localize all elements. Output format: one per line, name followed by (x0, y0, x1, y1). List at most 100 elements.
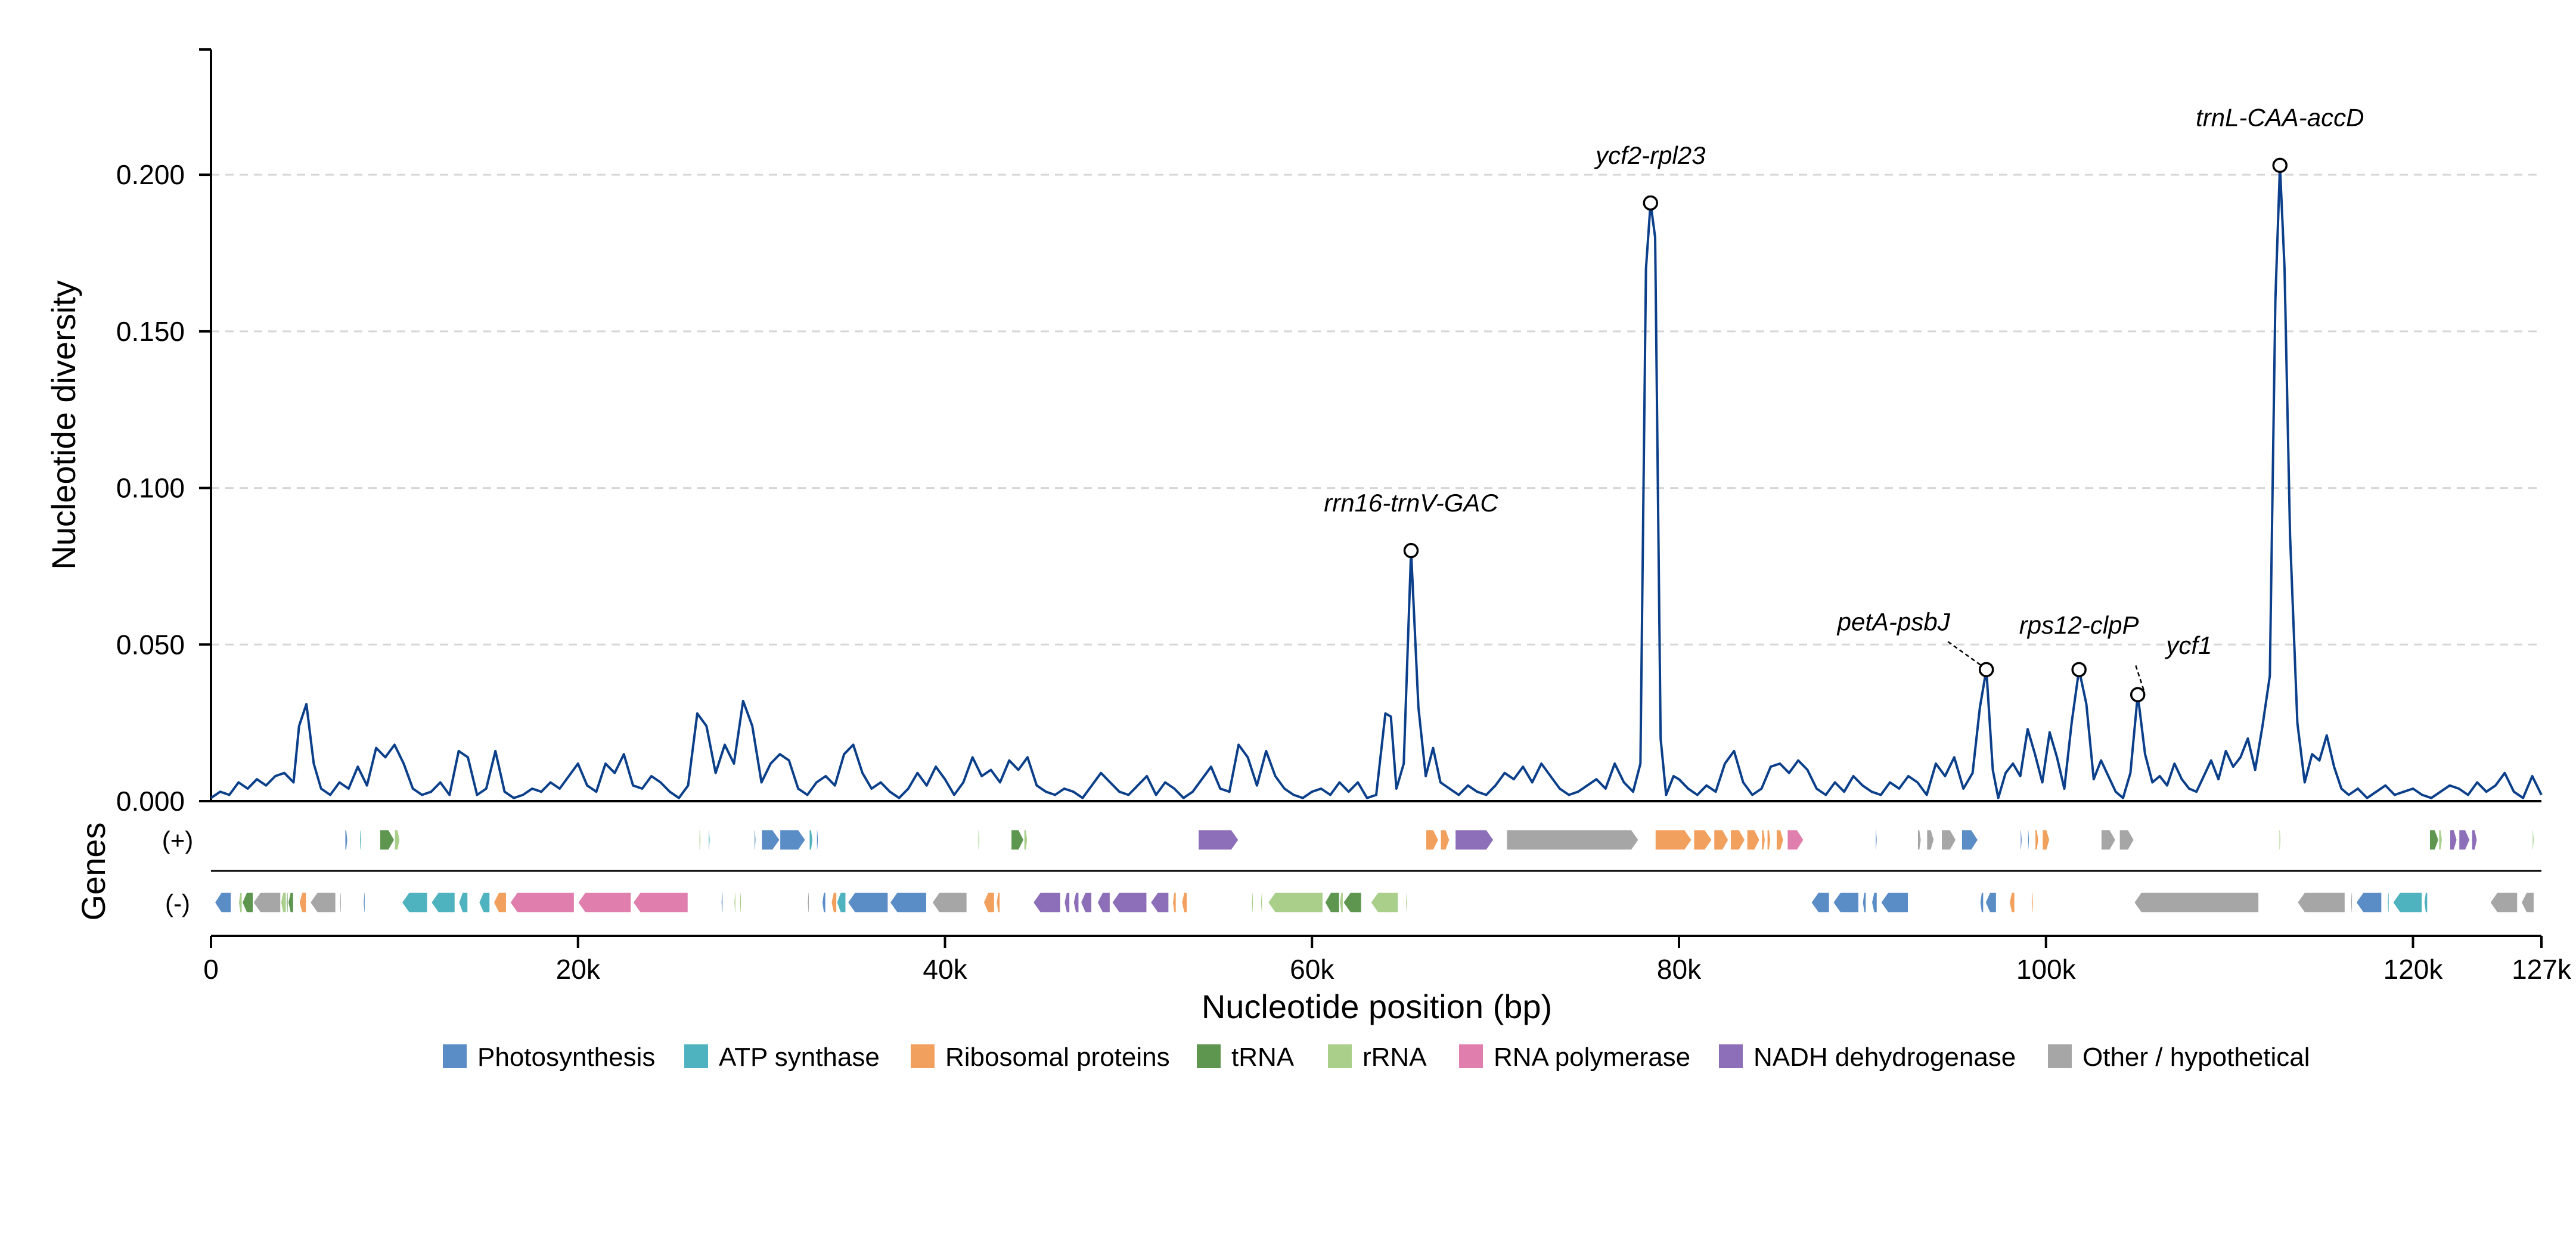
gene-arrow (1506, 829, 1640, 851)
legend-swatch (911, 1044, 935, 1068)
gene-arrow (285, 892, 289, 913)
gene-arrow (1880, 892, 1909, 913)
peak-marker (1403, 542, 1419, 559)
x-tick-label: 127k (2512, 954, 2572, 985)
gene-arrow (2133, 892, 2260, 913)
gene-arrow (238, 892, 243, 913)
gene-arrow (2449, 829, 2458, 851)
gene-arrow (280, 892, 287, 913)
strand-label-minus: (-) (165, 889, 190, 917)
gene-arrow (931, 892, 968, 913)
x-tick-label: 80k (1657, 954, 1702, 985)
peak-marker (1978, 662, 1994, 678)
peak-label: trnL-CAA-accD (2196, 104, 2364, 132)
peak-label: petA-psbJ (1836, 608, 1951, 636)
legend-label: Other / hypothetical (2082, 1043, 2310, 1072)
gene-arrow (1874, 829, 1878, 851)
gene-arrow (1786, 829, 1805, 851)
peak-leader-line (2134, 664, 2144, 690)
gene-arrow (889, 892, 927, 913)
gene-arrow (359, 829, 362, 851)
gene-track (211, 829, 2541, 913)
legend-label: Photosynthesis (477, 1043, 655, 1072)
gene-arrow (1197, 829, 1240, 851)
gene-arrow (1260, 892, 1263, 913)
gene-arrow (478, 892, 491, 913)
x-tick-label: 100k (2016, 954, 2077, 985)
gene-arrow (1832, 892, 1860, 913)
gene-arrow (430, 892, 456, 913)
peak-label: rps12-clpP (2019, 611, 2139, 639)
gene-arrow (1080, 892, 1093, 913)
gene-arrow (214, 892, 232, 913)
legend-swatch (1328, 1044, 1352, 1068)
x-tick-label: 40k (923, 954, 967, 985)
gene-arrow (339, 892, 342, 913)
gene-arrow (761, 829, 781, 851)
peak-marker (2071, 662, 2087, 678)
y-tick-label: 0.100 (116, 473, 185, 504)
peak-label: ycf2-rpl23 (1594, 141, 1705, 169)
x-tick-label: 60k (1290, 954, 1334, 985)
gene-arrow (2019, 829, 2023, 851)
gene-arrow (733, 892, 737, 913)
y-tick-label: 0.050 (116, 629, 185, 660)
y-tick-label: 0.150 (116, 316, 185, 347)
gene-arrow (707, 829, 711, 851)
gene-arrow (2438, 829, 2443, 851)
peak-marker (2130, 687, 2146, 703)
gene-arrow (977, 829, 980, 851)
gene-arrow (2521, 892, 2535, 913)
gene-arrow (1713, 829, 1729, 851)
gene-arrow (1172, 892, 1177, 913)
gene-arrow (2296, 892, 2346, 913)
gene-arrow (2027, 829, 2030, 851)
legend-swatch (1459, 1044, 1483, 1068)
gene-arrow (699, 829, 702, 851)
gene-arrow (2429, 829, 2440, 851)
gene-arrow (394, 829, 401, 851)
legend-swatch (1719, 1044, 1743, 1068)
gene-arrow (2458, 829, 2471, 851)
x-tick-label: 20k (556, 954, 601, 985)
gene-arrow (1767, 829, 1771, 851)
gene-arrow (983, 892, 995, 913)
gene-arrow (2350, 892, 2353, 913)
gene-arrow (577, 892, 632, 913)
gene-arrow (2100, 829, 2116, 851)
gene-arrow (1454, 829, 1494, 851)
legend-label: RNA polymerase (1494, 1043, 1690, 1072)
gene-arrow (721, 892, 724, 913)
gene-arrow (1111, 892, 1147, 913)
gene-arrow (1405, 892, 1408, 913)
gene-arrow (1746, 829, 1761, 851)
legend-label: Ribosomal proteins (945, 1043, 1170, 1072)
gene-arrow (779, 829, 806, 851)
gene-arrow (287, 892, 294, 913)
gene-arrow (1961, 829, 1979, 851)
y-tick-label: 0.000 (116, 786, 185, 817)
legend-label: rRNA (1363, 1043, 1427, 1072)
gene-arrow (836, 892, 846, 913)
gene-arrow (738, 892, 742, 913)
gene-arrow (1926, 829, 1935, 851)
gene-arrow (1010, 829, 1025, 851)
peak-label: ycf1 (2164, 631, 2212, 659)
diversity-series (210, 164, 2543, 799)
gene-arrow (2031, 892, 2034, 913)
diversity-line (210, 164, 2543, 799)
gene-arrow (344, 829, 349, 851)
gene-arrow (1073, 892, 1079, 913)
gene-arrow (2278, 829, 2282, 851)
gene-arrow (1761, 829, 1766, 851)
legend-swatch (2048, 1044, 2072, 1068)
x-tick-label: 120k (2383, 954, 2444, 985)
gene-arrow (1810, 892, 1830, 913)
gene-arrow (1776, 829, 1784, 851)
legend-label: tRNA (1231, 1043, 1295, 1072)
gene-arrow (1339, 892, 1344, 913)
gene-arrow (2471, 829, 2478, 851)
gridlines (211, 173, 2541, 646)
gene-arrow (1342, 892, 1363, 913)
